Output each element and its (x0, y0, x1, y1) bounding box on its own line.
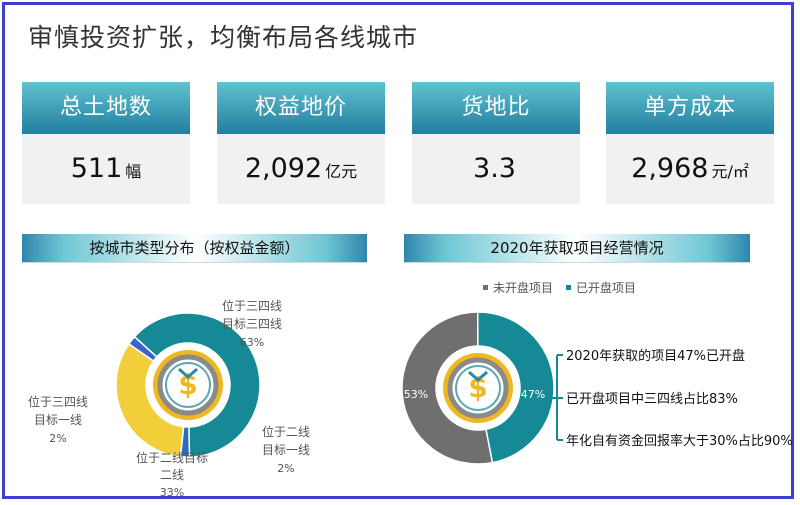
coin-clock-icon (436, 346, 520, 430)
kpi-unit: 幅 (125, 162, 142, 181)
kpi-card-unit-cost: 单方成本 2,968 元/㎡ (606, 82, 774, 204)
slice-value-label: 47% (521, 388, 545, 401)
kpi-value: 3.3 (473, 153, 516, 184)
annotation-text: 年化自有资金回报率大于30%占比90% (566, 433, 793, 449)
slice-label: 二线 (160, 468, 184, 482)
kpi-label: 单方成本 (606, 82, 774, 134)
kpi-unit: 元/㎡ (711, 162, 749, 181)
kpi-unit: 亿元 (325, 162, 358, 181)
slice-label: 目标三四线 (222, 317, 282, 331)
slice-label: 目标一线 (34, 413, 82, 427)
left-chart-title: 按城市类型分布（按权益金额） (22, 234, 367, 263)
page-title: 审慎投资扩张，均衡布局各线城市 (28, 23, 419, 52)
right-chart-title: 2020年获取项目经营情况 (404, 234, 750, 263)
legend-item: 已开盘项目 (576, 280, 636, 295)
slice-value-label: 33% (160, 486, 184, 499)
kpi-card-equity-land-price: 权益地价 2,092 亿元 (217, 82, 385, 204)
slice-value-label: 53% (404, 388, 428, 401)
annotation-text: 2020年获取的项目47%已开盘 (566, 348, 745, 364)
slice-label: 位于二线 (262, 424, 310, 439)
kpi-card-value-land-ratio: 货地比 3.3 (412, 82, 580, 204)
kpi-card-land-count: 总土地数 511 幅 (22, 82, 190, 204)
slice-value-label: 2% (277, 462, 294, 475)
annotation-text: 已开盘项目中三四线占比83% (566, 391, 738, 407)
kpi-value: 2,092 (244, 153, 323, 184)
kpi-value: 2,968 (631, 153, 709, 184)
kpi-label: 总土地数 (22, 82, 190, 134)
slice-value-label: 63% (240, 336, 264, 349)
legend-swatch (566, 285, 571, 290)
kpi-label: 货地比 (412, 82, 580, 134)
slice-value-label: 2% (49, 432, 66, 445)
legend-item: 未开盘项目 (493, 280, 553, 295)
kpi-label: 权益地价 (217, 82, 385, 134)
donut-slice-0 (133, 312, 261, 458)
slice-label: 位于二线目标 (136, 450, 208, 465)
annotation-ticks (557, 354, 563, 441)
kpi-value: 511 (70, 153, 123, 184)
slice-label: 位于三四线 (28, 394, 88, 409)
legend-swatch (483, 285, 488, 290)
slice-label: 位于三四线 (222, 298, 282, 313)
coin-clock-icon (146, 343, 230, 427)
slice-label: 目标一线 (262, 443, 310, 457)
